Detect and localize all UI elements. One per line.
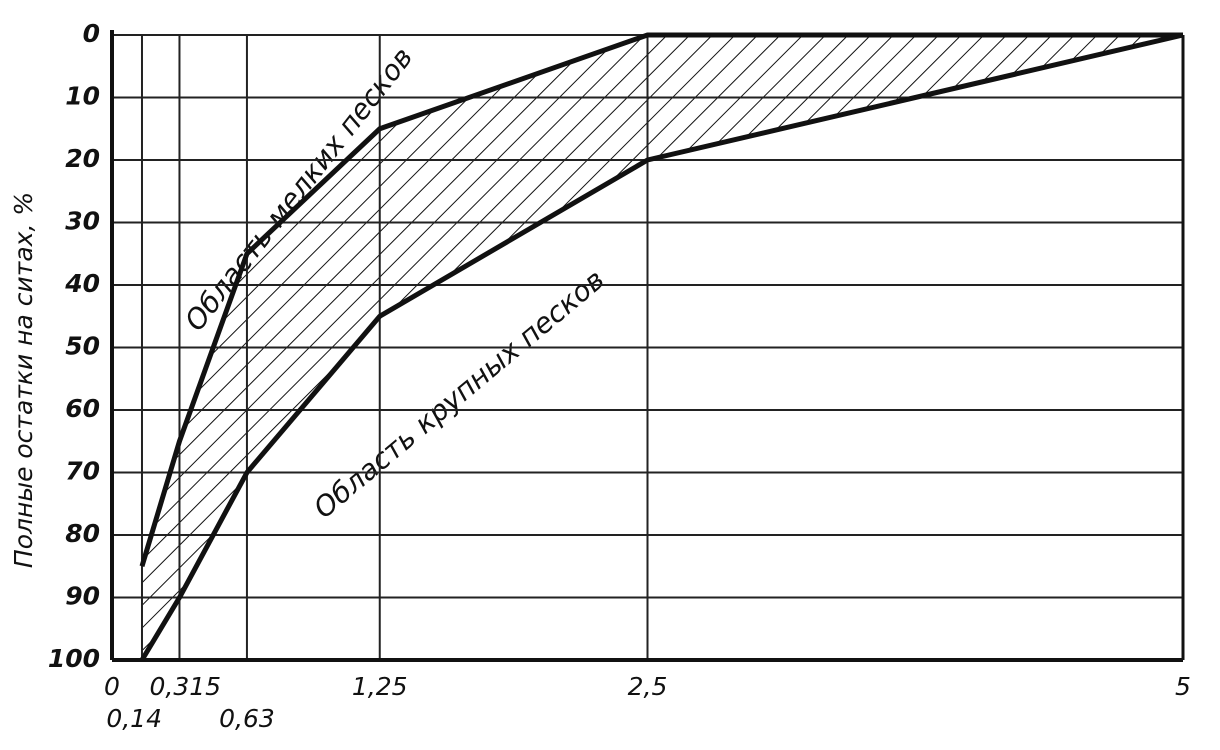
boundary-line bbox=[139, 32, 1184, 662]
y-tick-label: 90 bbox=[65, 582, 100, 611]
y-tick-label: 100 bbox=[48, 644, 100, 673]
x-tick-label: 0,14 bbox=[106, 704, 162, 733]
y-tick-label: 80 bbox=[65, 519, 100, 548]
y-tick-label: 40 bbox=[64, 269, 100, 298]
boundary-line bbox=[139, 32, 1183, 567]
x-tick-label: 1,25 bbox=[352, 672, 408, 701]
y-axis-label: Полные остатки на ситах, % bbox=[9, 192, 38, 568]
y-tick-label: 30 bbox=[65, 207, 100, 236]
y-tick-label: 20 bbox=[65, 144, 100, 173]
band-fill bbox=[141, 35, 1183, 660]
x-tick-label: 0 bbox=[104, 672, 120, 701]
y-tick-label: 70 bbox=[65, 457, 100, 486]
y-tick-label: 50 bbox=[65, 332, 100, 361]
x-tick-label: 5 bbox=[1175, 672, 1191, 701]
y-tick-label: 10 bbox=[65, 82, 100, 111]
x-tick-label: 2,5 bbox=[628, 672, 668, 701]
y-tick-label: 0 bbox=[83, 19, 100, 48]
y-tick-label: 60 bbox=[65, 394, 100, 423]
x-tick-label: 0,315 bbox=[149, 672, 221, 701]
x-tick-label: 0,63 bbox=[219, 704, 275, 733]
